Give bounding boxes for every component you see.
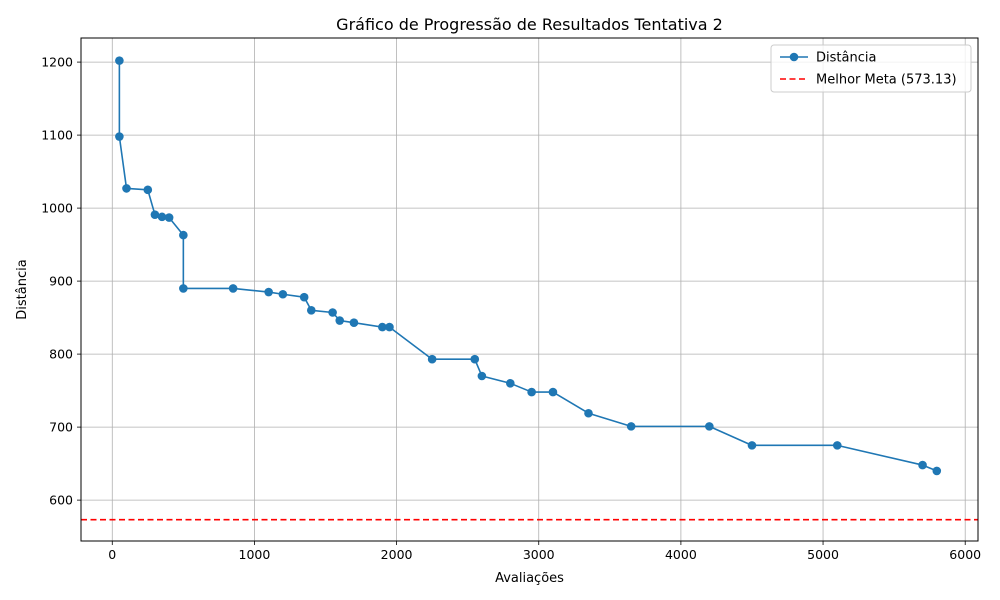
data-point — [832, 441, 842, 450]
data-point — [264, 287, 273, 297]
data-point — [427, 354, 437, 364]
y-axis-label: Distância — [15, 259, 30, 319]
data-point — [115, 132, 124, 141]
chart-title: Gráfico de Progressão de Resultados Tent… — [336, 15, 723, 34]
x-tick-label: 5000 — [807, 547, 839, 562]
y-tick-label: 1100 — [41, 128, 73, 143]
x-tick-label: 3000 — [523, 547, 555, 562]
y-tick-label: 1000 — [41, 201, 73, 216]
data-point — [164, 213, 174, 222]
y-tick-label: 900 — [49, 274, 73, 289]
data-point — [179, 284, 188, 293]
y-tick-label: 700 — [49, 420, 73, 435]
data-point — [349, 318, 359, 328]
y-tick-label: 800 — [49, 347, 73, 362]
data-point — [506, 379, 515, 388]
x-axis-label: Avaliações — [495, 571, 564, 586]
data-point — [548, 387, 558, 397]
data-point — [378, 322, 387, 332]
legend-series-label: Distância — [816, 51, 876, 66]
data-point — [470, 354, 480, 364]
data-point — [328, 308, 337, 317]
x-tick-label: 4000 — [665, 547, 697, 562]
data-point — [527, 387, 536, 397]
legend-box — [770, 44, 972, 93]
data-point — [584, 408, 593, 418]
y-tick-label: 1200 — [41, 55, 73, 70]
data-point — [932, 466, 942, 476]
data-point — [747, 441, 757, 450]
axis-ticks: 0 1000 2000 3000 4000 5000 6000 600 700 800 900 100… — [41, 55, 981, 562]
data-point — [179, 230, 188, 240]
data-point — [143, 185, 153, 195]
x-tick-label: 2000 — [381, 547, 413, 562]
data-point — [157, 212, 167, 222]
x-tick-label: 6000 — [949, 547, 981, 562]
y-tick-label: 600 — [49, 493, 73, 508]
x-tick-label: 0 — [108, 547, 116, 562]
x-tick-label: 1000 — [239, 547, 271, 562]
legend: Distância Melhor Meta (573.13) — [770, 44, 972, 93]
data-point — [335, 316, 345, 325]
data-point — [150, 210, 160, 219]
data-point — [477, 371, 487, 381]
legend-reference-label: Melhor Meta (573.13) — [816, 73, 957, 88]
data-point — [918, 460, 927, 470]
data-point — [626, 422, 636, 431]
data-point — [306, 306, 316, 315]
legend-series-marker — [789, 52, 799, 62]
data-point — [385, 322, 394, 332]
grid — [81, 38, 978, 541]
data-point — [299, 292, 309, 302]
series-line — [118, 60, 938, 472]
data-point — [115, 56, 124, 65]
data-point — [228, 284, 238, 293]
plot-area-frame — [80, 37, 979, 542]
data-point — [122, 184, 131, 193]
data-point — [705, 422, 714, 431]
data-point — [278, 289, 288, 299]
series-layer — [115, 56, 942, 476]
